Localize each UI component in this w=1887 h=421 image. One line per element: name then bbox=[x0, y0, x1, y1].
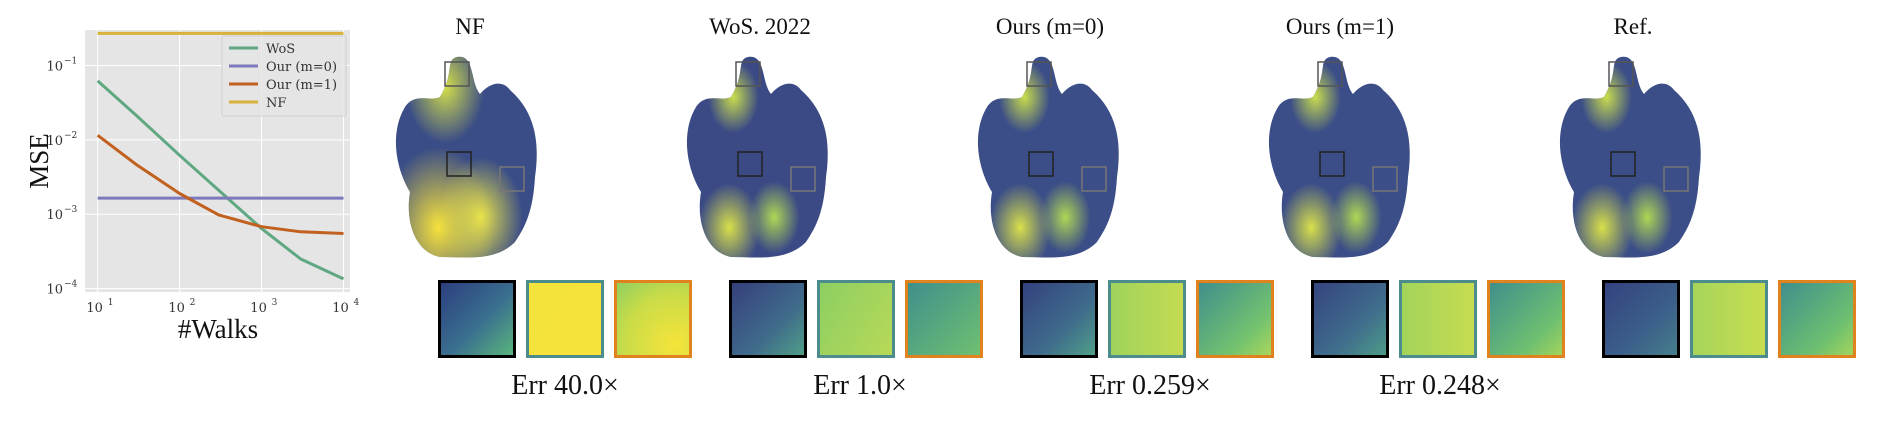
y-tick-exponent: −3 bbox=[64, 205, 78, 215]
x-tick-label: 10 bbox=[168, 301, 185, 316]
crop-dark-ref bbox=[1602, 280, 1680, 358]
solution-image-nf bbox=[395, 56, 537, 258]
panel-title-ours-m0: Ours (m=0) bbox=[995, 14, 1105, 39]
crop-dark-ours-m0 bbox=[1020, 280, 1098, 358]
error-label-nf: Err 40.0× bbox=[511, 370, 619, 401]
error-label-ours-m0: Err 0.259× bbox=[1089, 370, 1211, 401]
legend-label: NF bbox=[266, 96, 286, 111]
y-axis-label: MSE bbox=[24, 133, 54, 189]
x-tick-exponent: 2 bbox=[190, 298, 196, 308]
crop-orange-ours-m1 bbox=[1487, 280, 1565, 358]
x-tick-label: 10 bbox=[86, 301, 103, 316]
x-tick-label: 10 bbox=[250, 301, 267, 316]
x-tick-exponent: 3 bbox=[272, 298, 278, 308]
panel-title-ours-m1: Ours (m=1) bbox=[1285, 14, 1395, 39]
crop-teal-wos bbox=[817, 280, 895, 358]
y-tick-label: 10 bbox=[46, 59, 63, 74]
x-tick-label: 10 bbox=[332, 301, 349, 316]
crop-orange-ours-m0 bbox=[1196, 280, 1274, 358]
solution-image-ref bbox=[1559, 56, 1701, 258]
crop-orange-wos bbox=[905, 280, 983, 358]
panel-title-wos: WoS. 2022 bbox=[709, 14, 811, 39]
crop-dark-nf bbox=[438, 280, 516, 358]
crop-dark-ours-m1 bbox=[1311, 280, 1389, 358]
x-axis-label: #Walks bbox=[178, 314, 258, 344]
legend-box bbox=[221, 35, 347, 117]
crop-dark-wos bbox=[729, 280, 807, 358]
y-tick-exponent: −4 bbox=[64, 280, 78, 290]
crop-orange-nf bbox=[614, 280, 692, 358]
legend-label: Our (m=1) bbox=[266, 78, 337, 93]
y-tick-label: 10 bbox=[46, 283, 63, 298]
y-tick-label: 10 bbox=[46, 134, 63, 149]
panel-title-nf: NF bbox=[455, 14, 485, 39]
error-label-ours-m1: Err 0.248× bbox=[1379, 370, 1501, 401]
solution-image-ours-m1 bbox=[1268, 56, 1410, 258]
series-line-0 bbox=[96, 79, 345, 281]
x-tick-exponent: 4 bbox=[354, 298, 360, 308]
solution-image-wos bbox=[686, 56, 828, 258]
legend-label: WoS bbox=[266, 42, 295, 57]
panel-title-ref: Ref. bbox=[1613, 14, 1653, 39]
y-tick-exponent: −2 bbox=[64, 131, 77, 141]
series-line-2 bbox=[96, 134, 344, 235]
crop-teal-ref bbox=[1690, 280, 1768, 358]
y-tick-exponent: −1 bbox=[64, 56, 77, 66]
error-label-wos: Err 1.0× bbox=[813, 370, 907, 401]
crop-teal-ours-m1 bbox=[1399, 280, 1477, 358]
solution-image-ours-m0 bbox=[977, 56, 1119, 258]
x-tick-exponent: 1 bbox=[108, 298, 114, 308]
crop-teal-nf bbox=[526, 280, 604, 358]
y-tick-label: 10 bbox=[46, 208, 63, 223]
legend-label: Our (m=0) bbox=[266, 60, 337, 75]
crop-teal-ours-m0 bbox=[1108, 280, 1186, 358]
crop-orange-ref bbox=[1778, 280, 1856, 358]
